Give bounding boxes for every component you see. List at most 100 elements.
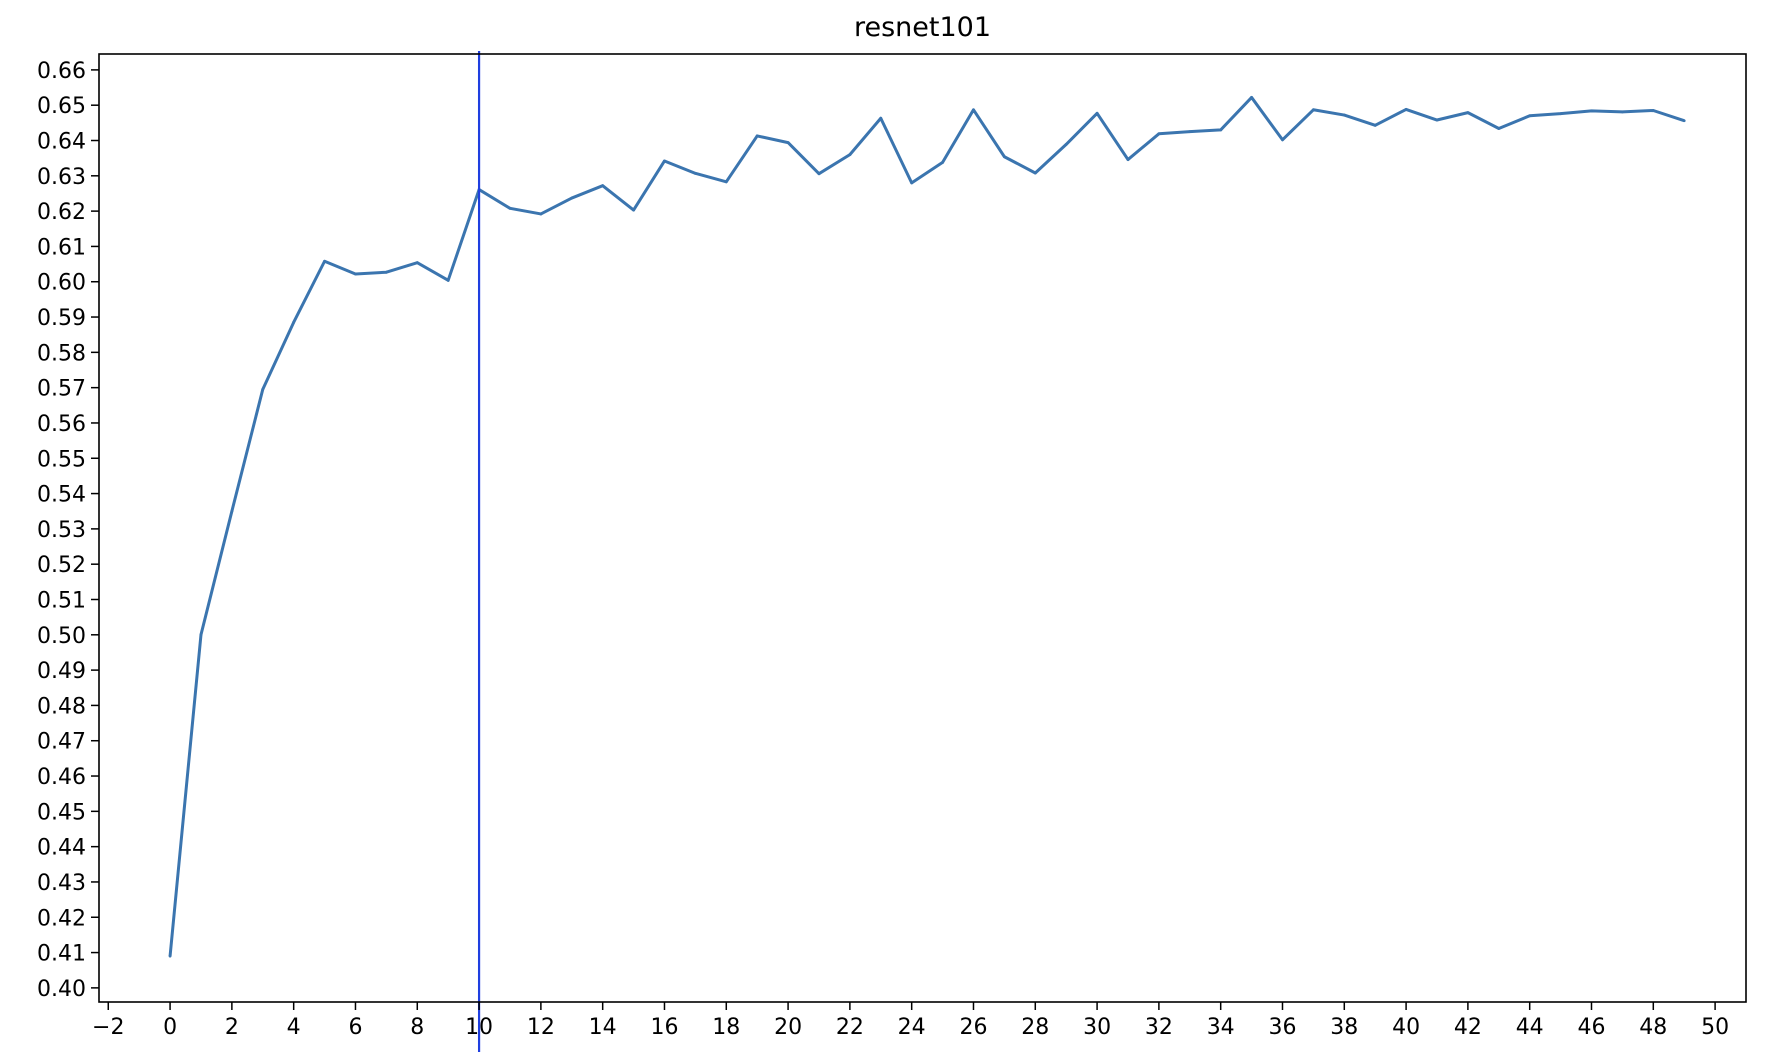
plot-frame: [98, 53, 1747, 1003]
x-tick-label: 48: [1639, 1015, 1667, 1040]
data-point: [1651, 109, 1655, 112]
data-point: [1620, 110, 1624, 114]
data-point: [1188, 130, 1192, 134]
data-point: [1064, 142, 1068, 146]
data-point: [384, 270, 388, 274]
x-tick-label: 12: [527, 1015, 555, 1040]
data-point: [1682, 119, 1686, 123]
data-point: [1281, 138, 1284, 142]
data-point: [1590, 109, 1593, 113]
data-point: [1528, 114, 1532, 118]
x-tick-label: 34: [1207, 1015, 1235, 1040]
data-point: [1095, 111, 1099, 115]
x-tick-label: 2: [225, 1015, 239, 1040]
data-point: [755, 134, 759, 138]
x-tick-label: 16: [650, 1015, 678, 1040]
x-tick-label: 50: [1701, 1015, 1729, 1040]
data-point: [168, 954, 172, 958]
y-tick-label: 0.45: [37, 800, 86, 825]
data-point: [323, 259, 326, 263]
data-point: [786, 141, 790, 145]
data-point: [1342, 113, 1346, 117]
x-tick-label: 28: [1021, 1015, 1049, 1040]
x-axis: −2 0 2 4 6 8 10 12 14 16 18 20 22 24 26 28 30 32 34 36 38 40 4…: [92, 1002, 1729, 1040]
y-tick-label: 0.59: [37, 306, 86, 331]
x-tick-label: 40: [1392, 1015, 1420, 1040]
x-tick-label: 38: [1330, 1015, 1358, 1040]
y-tick-label: 0.60: [37, 271, 86, 296]
data-point: [508, 206, 512, 210]
data-point: [1219, 128, 1223, 132]
data-point: [879, 116, 883, 120]
data-point: [1250, 96, 1253, 99]
y-axis: 0.40 0.41 0.42 0.43 0.44 0.45 0.46 0.47 0.48 0.49…: [37, 59, 99, 1002]
y-tick-label: 0.54: [37, 483, 86, 508]
x-tick-label: 26: [959, 1015, 987, 1040]
data-point: [1157, 132, 1161, 136]
data-point: [848, 153, 852, 157]
x-tick-label: 8: [410, 1015, 424, 1040]
y-tick-label: 0.47: [37, 730, 86, 755]
x-tick-label: 6: [348, 1015, 362, 1040]
data-point: [724, 180, 728, 184]
x-tick-label: 30: [1083, 1015, 1111, 1040]
data-point: [941, 160, 944, 164]
y-tick-label: 0.66: [37, 59, 86, 84]
y-tick-label: 0.43: [37, 871, 86, 896]
data-point: [817, 172, 821, 176]
data-point: [539, 212, 543, 216]
data-point: [1311, 108, 1315, 112]
data-point: [1126, 158, 1130, 161]
data-point: [354, 272, 357, 276]
y-tick-label: 0.65: [37, 94, 86, 119]
data-point: [693, 171, 697, 175]
x-tick-label: 44: [1516, 1015, 1544, 1040]
series-layer: [168, 95, 1686, 958]
y-tick-label: 0.63: [37, 165, 86, 190]
x-tick-label: 32: [1145, 1015, 1173, 1040]
x-tick-label: 36: [1268, 1015, 1296, 1040]
y-tick-label: 0.50: [37, 624, 86, 649]
data-point: [1033, 171, 1037, 175]
data-point: [415, 261, 419, 265]
y-tick-label: 0.44: [37, 836, 86, 861]
y-tick-label: 0.56: [37, 412, 86, 437]
data-point: [1497, 127, 1501, 130]
y-tick-label: 0.46: [37, 765, 86, 790]
data-point: [910, 181, 914, 185]
data-point: [230, 509, 234, 513]
x-tick-label: 18: [712, 1015, 740, 1040]
y-tick-label: 0.49: [37, 659, 86, 684]
data-point: [1559, 112, 1562, 116]
data-point: [446, 278, 450, 282]
y-tick-label: 0.57: [37, 377, 86, 402]
y-tick-label: 0.51: [37, 588, 86, 613]
data-point: [972, 108, 975, 112]
data-point: [292, 320, 296, 324]
y-tick-label: 0.55: [37, 447, 86, 472]
x-tick-label: 22: [836, 1015, 864, 1040]
y-tick-label: 0.62: [37, 200, 86, 225]
y-tick-label: 0.40: [37, 977, 86, 1002]
y-tick-label: 0.42: [37, 906, 86, 931]
data-point: [1404, 108, 1408, 111]
series-line: [168, 95, 1685, 957]
x-tick-label: 10: [465, 1015, 493, 1040]
x-tick-label: 4: [287, 1015, 301, 1040]
x-tick-label: 20: [774, 1015, 802, 1040]
x-tick-label: 14: [589, 1015, 617, 1040]
y-tick-label: 0.41: [37, 942, 86, 967]
data-point: [632, 208, 635, 212]
y-tick-label: 0.64: [37, 130, 86, 155]
y-tick-label: 0.58: [37, 341, 86, 366]
y-tick-label: 0.48: [37, 694, 86, 719]
data-point: [261, 388, 265, 391]
y-tick-label: 0.52: [37, 553, 86, 578]
x-tick-label: −2: [92, 1015, 124, 1040]
data-point: [663, 159, 666, 163]
data-point: [601, 184, 605, 188]
x-tick-label: 24: [898, 1015, 926, 1040]
x-tick-label: 0: [163, 1015, 177, 1040]
